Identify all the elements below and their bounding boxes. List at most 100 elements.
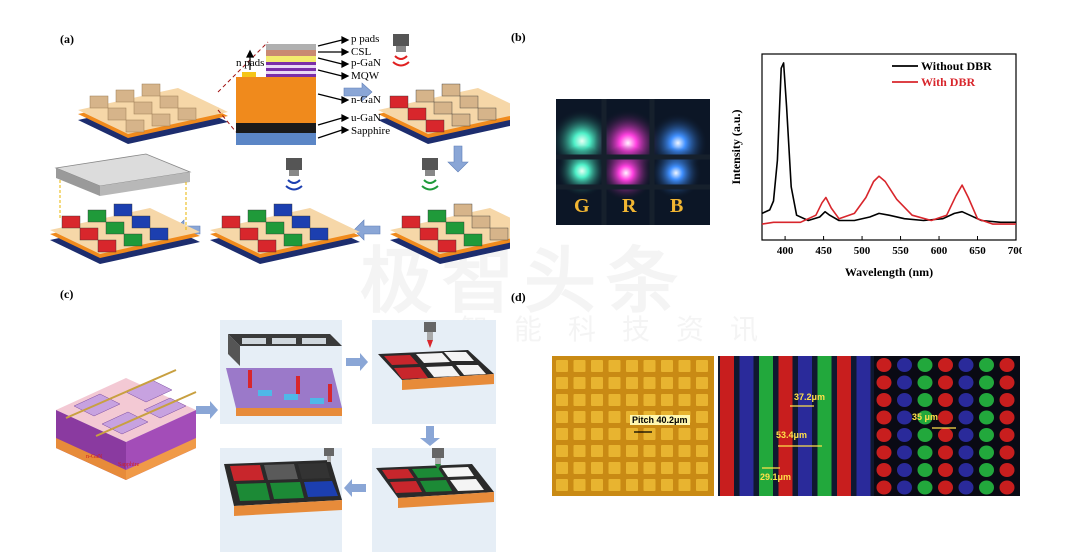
x-tick-label: 650 (969, 245, 986, 257)
panel-a-diagram (50, 34, 510, 264)
gold-cell (678, 360, 691, 372)
color-dot (979, 428, 994, 442)
color-dot (876, 463, 892, 477)
color-dot (917, 358, 933, 372)
legend-label-without-dbr: Without DBR (921, 59, 992, 73)
color-dot (917, 393, 933, 407)
gold-cell (661, 377, 673, 389)
color-dot (897, 358, 912, 372)
layer-label-n-pads: n pads (236, 57, 265, 69)
gold-cell (696, 428, 708, 440)
color-dot (897, 393, 912, 407)
gold-cell (591, 377, 603, 389)
gold-cell (591, 360, 603, 372)
gold-cell (608, 462, 621, 474)
color-dot (897, 375, 912, 390)
color-dot (979, 375, 994, 390)
color-dot (876, 393, 892, 407)
color-stripe (837, 356, 851, 496)
gold-cell (661, 360, 673, 372)
gold-cell (696, 445, 708, 457)
gold-cell (626, 428, 638, 440)
gold-cell (626, 445, 638, 457)
x-tick-label: 550 (892, 245, 909, 257)
gold-cell (608, 377, 621, 389)
color-stripe (856, 356, 871, 496)
color-dot (958, 463, 974, 477)
color-stripe (817, 356, 832, 496)
gold-cell (696, 479, 708, 491)
color-dot (979, 358, 994, 372)
gold-cell (661, 428, 673, 440)
gold-cell (643, 479, 656, 491)
color-dot (917, 410, 933, 425)
gold-cell (678, 445, 691, 457)
color-dot (938, 463, 953, 477)
color-dot (999, 358, 1015, 372)
legend-label-with-dbr: With DBR (921, 75, 975, 89)
stripe-annotation-a: 37.2μm (794, 392, 826, 402)
gold-cell (626, 479, 638, 491)
gold-cell (626, 462, 638, 474)
gold-cell (678, 479, 691, 491)
gold-cell (556, 428, 568, 440)
gold-cell (643, 445, 656, 457)
color-dot (938, 358, 953, 372)
gold-cell (573, 360, 586, 372)
gold-cell (556, 462, 568, 474)
color-dot (917, 428, 933, 442)
gold-cell (696, 462, 708, 474)
stripe-annotation-c: 29.1μm (760, 472, 792, 482)
gold-cell (678, 394, 691, 406)
gold-cell (556, 377, 568, 389)
color-dot (897, 480, 912, 495)
color-stripe (739, 356, 754, 496)
color-dot (897, 428, 912, 442)
gold-cell (573, 377, 586, 389)
gold-cell (591, 462, 603, 474)
gold-cell (626, 360, 638, 372)
gold-cell (643, 462, 656, 474)
color-dot (876, 410, 892, 425)
photo-letter-b: B (670, 195, 684, 217)
gold-cell (643, 360, 656, 372)
chart-plot-area (761, 53, 1017, 241)
x-tick-label: 500 (854, 245, 871, 257)
color-dot (897, 410, 912, 425)
gold-cell (573, 445, 586, 457)
gold-cell (591, 394, 603, 406)
x-tick-label: 450 (815, 245, 832, 257)
layer-label-mqw: MQW (351, 70, 380, 82)
layer-label-u-gan: u-GaN (351, 112, 381, 124)
gold-cell (608, 360, 621, 372)
gold-cell (696, 411, 708, 423)
gold-cell (661, 462, 673, 474)
color-dot (958, 480, 974, 495)
rgb-photo: G R B (556, 99, 710, 225)
gold-cell (591, 411, 603, 423)
color-dot (917, 463, 933, 477)
color-dot (999, 428, 1015, 442)
x-tick-label: 700 (1008, 245, 1022, 257)
panel-c-diagram: n-GaN Sapphire (56, 320, 496, 552)
color-dot (876, 480, 892, 495)
color-stripe (798, 356, 812, 496)
gold-cell (556, 411, 568, 423)
gold-cell (661, 445, 673, 457)
gold-cell (661, 394, 673, 406)
color-stripe (759, 356, 773, 496)
gold-cell (591, 428, 603, 440)
gold-cell (626, 377, 638, 389)
gold-cell (696, 360, 708, 372)
color-dot (876, 375, 892, 390)
layer-label-csl: CSL (351, 46, 372, 58)
gold-cell (661, 479, 673, 491)
color-dot (938, 428, 953, 442)
pitch-label: Pitch 40.2μm (630, 415, 690, 425)
gold-cell (573, 411, 586, 423)
panel-a-label: (a) (60, 32, 74, 46)
rgb-photo-glow (556, 99, 710, 225)
gold-cell (678, 428, 691, 440)
panel-d-micrographs (552, 356, 1020, 496)
dot-annotation-d: 35 μm (912, 412, 939, 422)
